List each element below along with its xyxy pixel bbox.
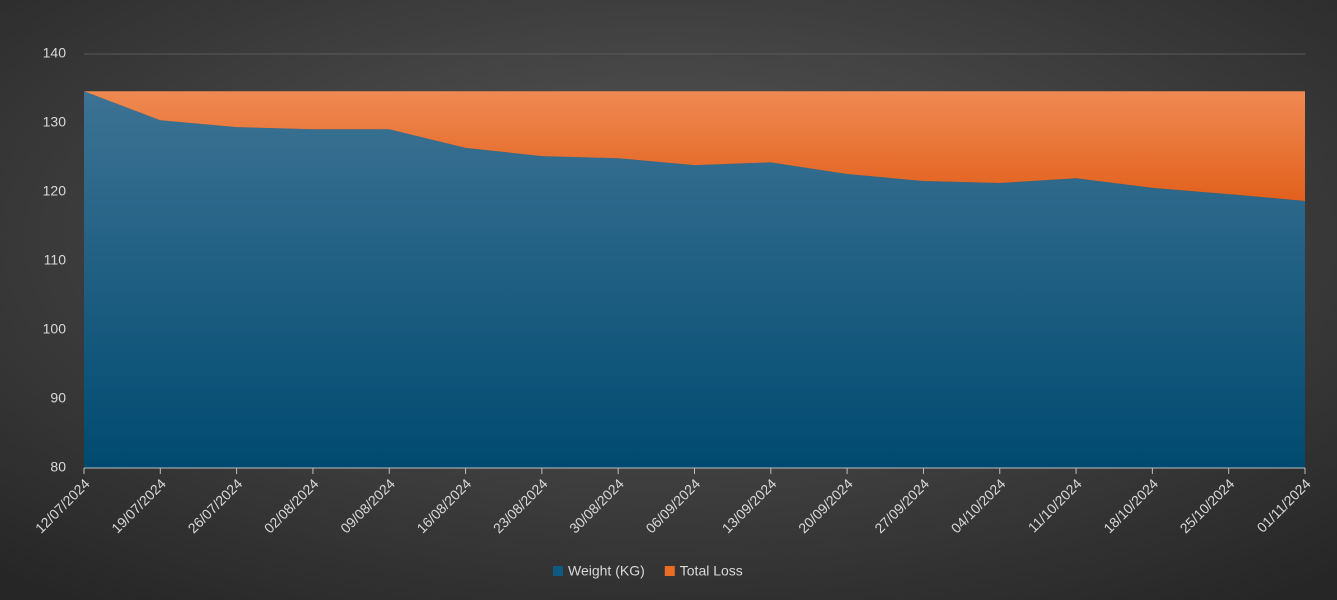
y-tick-label: 110: [44, 252, 67, 268]
legend-label: Weight (KG): [568, 563, 645, 579]
legend-label: Total Loss: [680, 563, 743, 579]
y-tick-label: 90: [50, 390, 66, 406]
y-tick-label: 120: [43, 183, 67, 199]
legend: Weight (KG) Total Loss: [553, 563, 743, 579]
y-tick-label: 80: [50, 459, 66, 475]
area: [84, 91, 1305, 468]
legend-swatch: [664, 566, 675, 576]
y-tick-label: 100: [43, 321, 67, 337]
area: [84, 91, 1305, 201]
legend-swatch: [553, 566, 563, 576]
y-tick-label: 130: [43, 114, 67, 130]
y-tick-label: 140: [43, 45, 67, 61]
